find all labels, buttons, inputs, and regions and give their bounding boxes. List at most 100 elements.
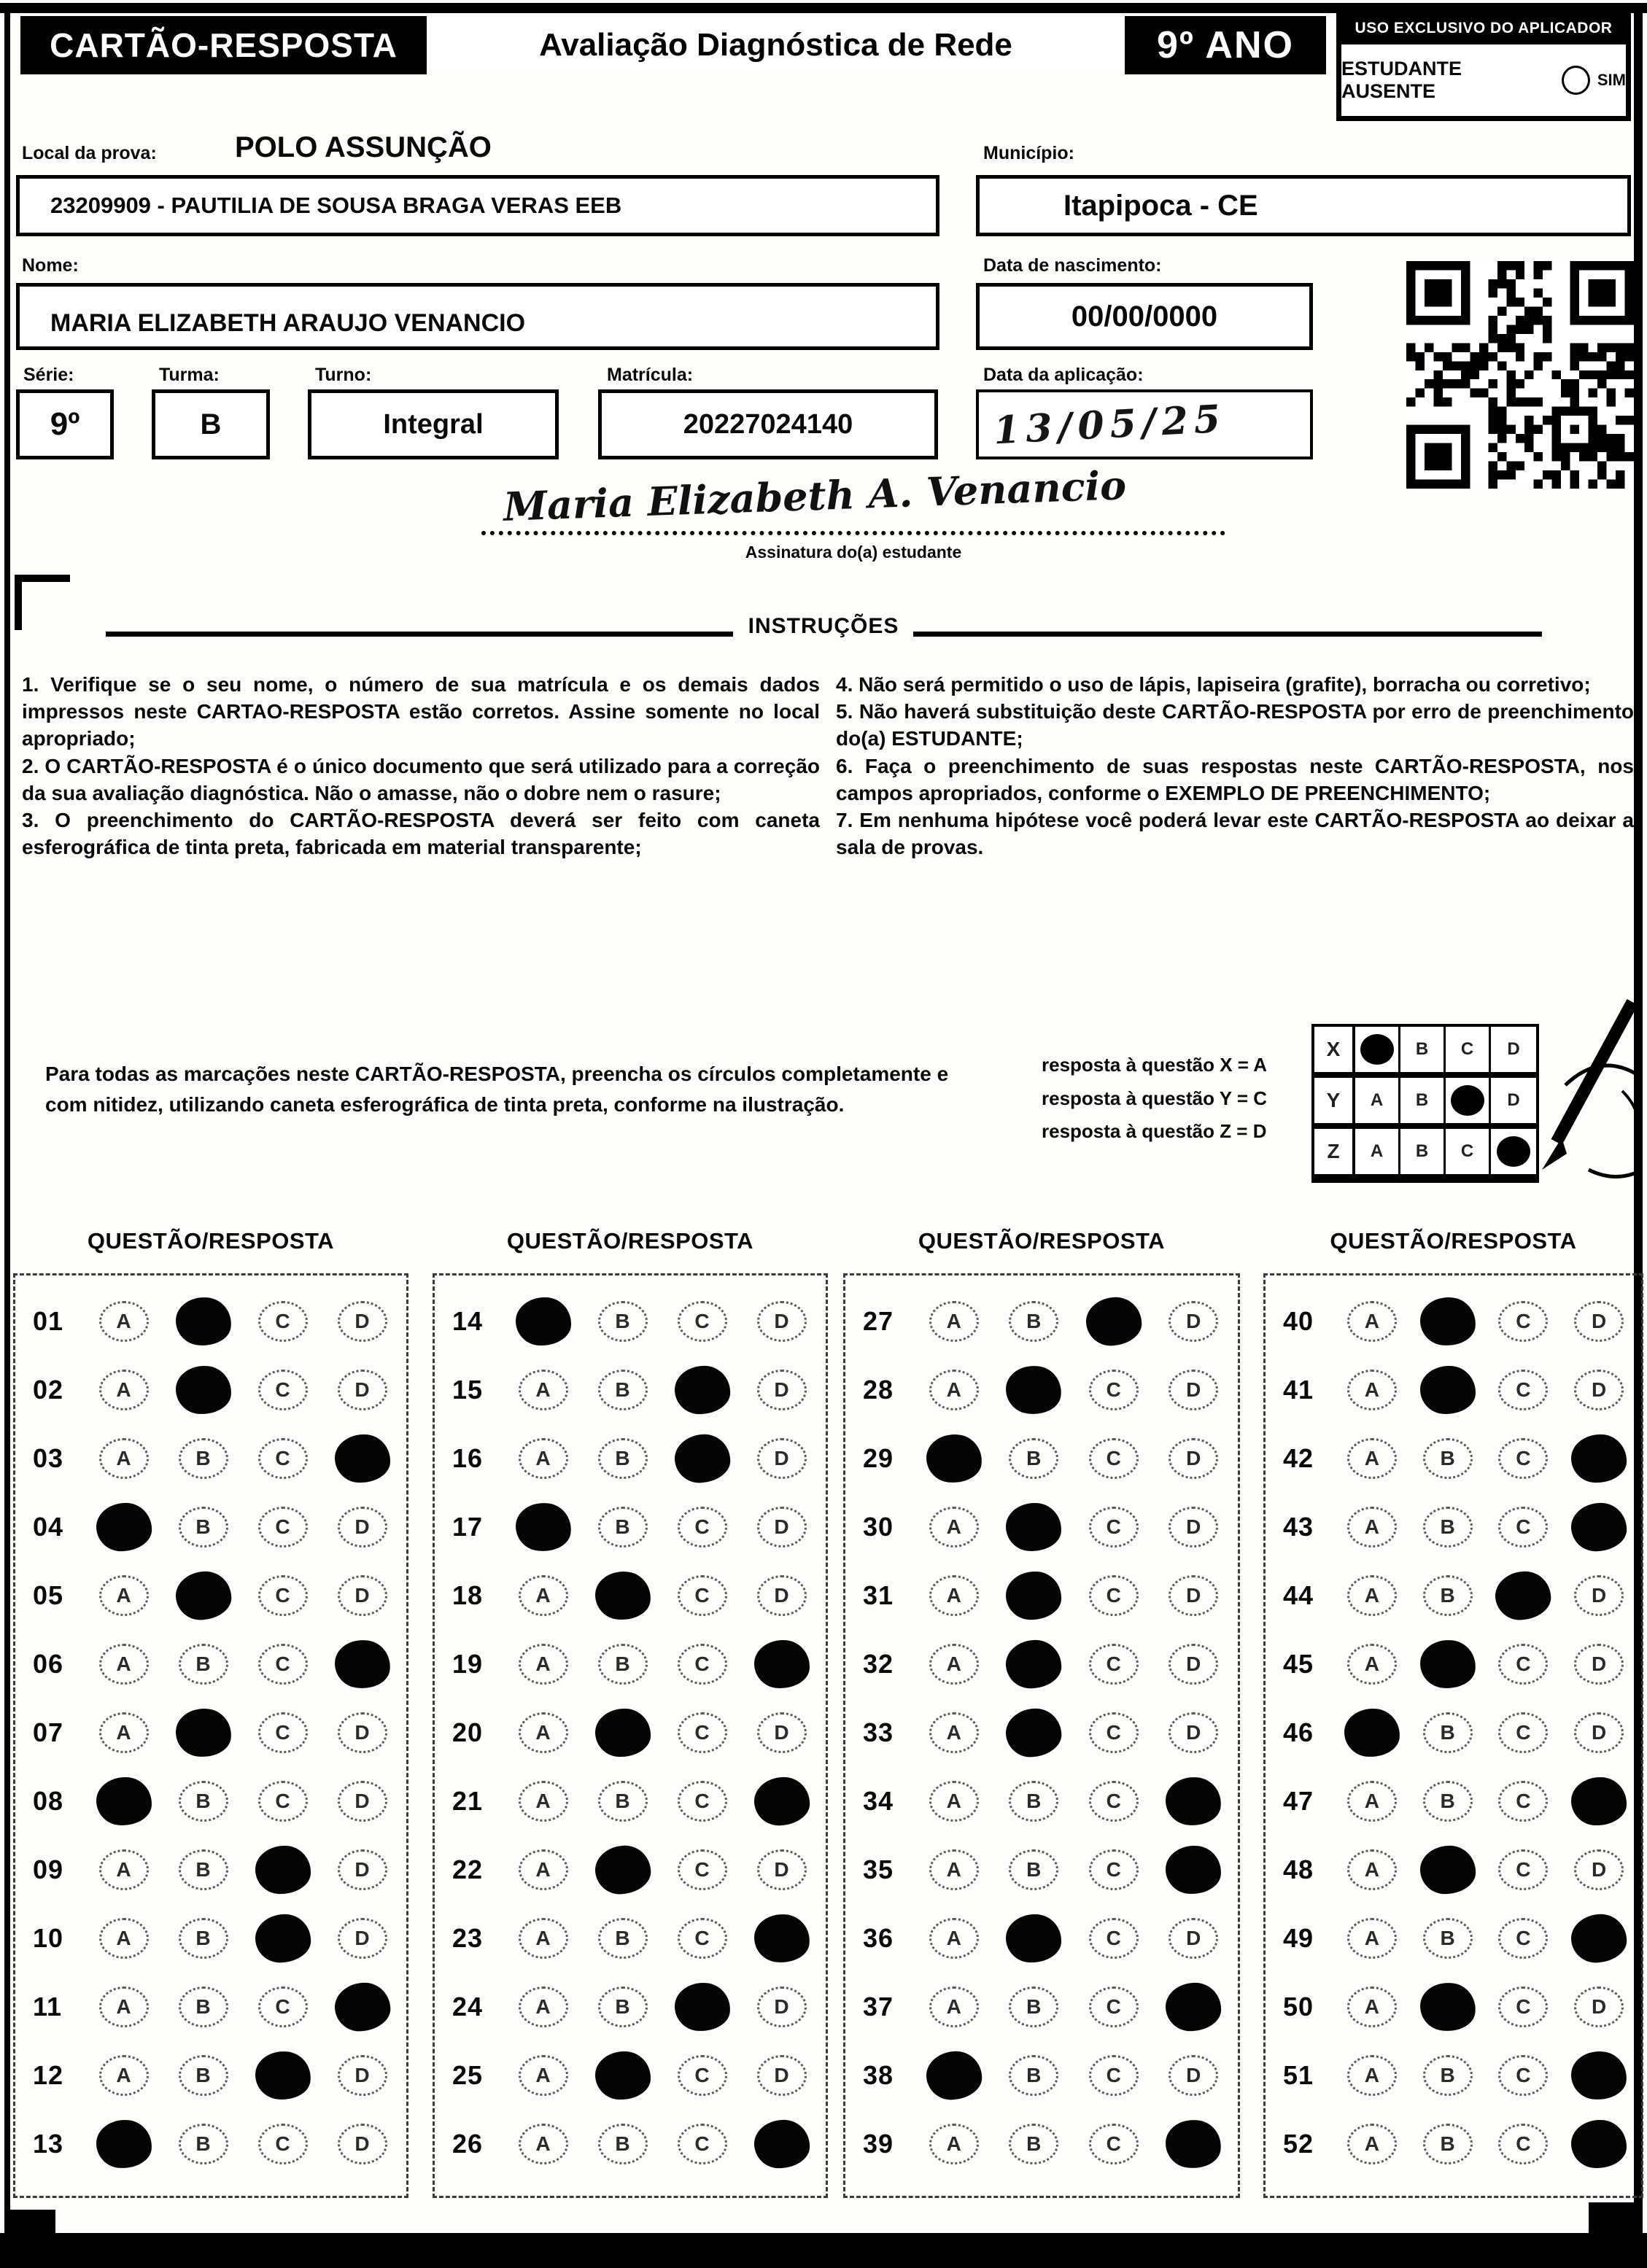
bubble-37-A[interactable]: A [929,1987,979,2027]
bubble-43-D[interactable] [1570,1502,1628,1553]
bubble-14-D[interactable]: D [756,1301,807,1342]
bubble-08-B[interactable]: B [178,1781,228,1822]
bubble-36-D[interactable]: D [1169,1918,1219,1959]
bubble-08-D[interactable]: D [337,1781,387,1822]
bubble-22-C[interactable]: C [677,1849,727,1890]
bubble-28-C[interactable]: C [1088,1370,1139,1410]
bubble-40-D[interactable]: D [1574,1301,1624,1342]
bubble-16-B[interactable]: B [597,1438,648,1479]
bubble-21-B[interactable]: B [597,1781,648,1822]
bubble-29-C[interactable]: C [1088,1438,1139,1479]
bubble-12-D[interactable]: D [337,2055,387,2096]
bubble-33-D[interactable]: D [1169,1712,1219,1753]
bubble-05-A[interactable]: A [98,1575,149,1616]
bubble-51-D[interactable] [1570,2050,1628,2101]
bubble-21-D[interactable] [752,1776,811,1827]
bubble-02-C[interactable]: C [257,1370,308,1410]
bubble-14-A[interactable] [515,1297,571,1345]
bubble-31-B[interactable] [1005,1571,1062,1620]
bubble-29-D[interactable]: D [1169,1438,1219,1479]
bubble-02-A[interactable]: A [98,1370,149,1410]
bubble-11-C[interactable]: C [257,1987,308,2027]
bubble-40-B[interactable] [1418,1296,1477,1347]
bubble-01-C[interactable]: C [257,1301,308,1342]
bubble-43-B[interactable]: B [1422,1507,1473,1547]
bubble-45-C[interactable]: C [1498,1644,1549,1685]
bubble-46-B[interactable]: B [1422,1712,1473,1753]
bubble-17-D[interactable]: D [756,1507,807,1547]
bubble-39-B[interactable]: B [1009,2124,1059,2164]
bubble-42-B[interactable]: B [1422,1438,1473,1479]
bubble-18-B[interactable] [593,1570,652,1621]
bubble-30-D[interactable]: D [1169,1507,1219,1547]
bubble-19-A[interactable]: A [518,1644,568,1685]
bubble-35-B[interactable]: B [1009,1849,1059,1890]
bubble-48-B[interactable] [1419,1844,1476,1895]
bubble-28-D[interactable]: D [1169,1370,1219,1410]
bubble-13-C[interactable]: C [257,2124,308,2164]
bubble-34-A[interactable]: A [929,1781,979,1822]
bubble-38-C[interactable]: C [1088,2055,1139,2096]
bubble-04-A[interactable] [95,1502,152,1553]
bubble-48-A[interactable]: A [1346,1849,1397,1890]
bubble-30-A[interactable]: A [929,1507,979,1547]
bubble-33-B[interactable] [1004,1706,1063,1760]
bubble-20-A[interactable]: A [518,1712,568,1753]
bubble-36-B[interactable] [1006,1914,1062,1962]
bubble-24-A[interactable]: A [518,1987,568,2027]
bubble-31-D[interactable]: D [1169,1575,1219,1616]
bubble-02-B[interactable] [174,1364,232,1415]
bubble-30-C[interactable]: C [1088,1507,1139,1547]
bubble-04-C[interactable]: C [257,1507,308,1547]
bubble-20-B[interactable] [594,1708,651,1758]
bubble-44-A[interactable]: A [1346,1575,1397,1616]
bubble-27-D[interactable]: D [1169,1301,1219,1342]
bubble-31-C[interactable]: C [1088,1575,1139,1616]
bubble-22-B[interactable] [592,1843,653,1897]
bubble-07-B[interactable] [174,1707,233,1758]
bubble-05-C[interactable]: C [257,1575,308,1616]
bubble-06-A[interactable]: A [98,1644,149,1685]
bubble-23-A[interactable]: A [518,1918,568,1959]
bubble-30-B[interactable] [1005,1502,1062,1552]
bubble-29-A[interactable] [925,1433,983,1484]
bubble-12-A[interactable]: A [98,2055,149,2096]
bubble-39-D[interactable] [1163,2117,1223,2171]
bubble-17-C[interactable]: C [677,1507,727,1547]
bubble-47-A[interactable]: A [1346,1781,1397,1822]
bubble-50-B[interactable] [1417,1980,1478,2034]
bubble-15-C[interactable] [673,1364,731,1415]
bubble-15-D[interactable]: D [756,1370,807,1410]
bubble-28-A[interactable]: A [929,1370,979,1410]
bubble-48-C[interactable]: C [1498,1849,1549,1890]
bubble-49-A[interactable]: A [1346,1918,1397,1959]
bubble-22-D[interactable]: D [756,1849,807,1890]
bubble-14-B[interactable]: B [597,1301,648,1342]
bubble-52-D[interactable] [1570,2119,1627,2169]
bubble-38-A[interactable] [924,2049,983,2102]
bubble-49-D[interactable] [1569,1912,1629,1965]
bubble-41-C[interactable]: C [1498,1370,1549,1410]
bubble-36-C[interactable]: C [1088,1918,1139,1959]
bubble-28-B[interactable] [1004,1363,1063,1417]
bubble-25-A[interactable]: A [518,2055,568,2096]
bubble-52-A[interactable]: A [1346,2124,1397,2164]
bubble-37-D[interactable] [1165,1981,1222,2032]
bubble-03-C[interactable]: C [257,1438,308,1479]
bubble-10-B[interactable]: B [178,1918,228,1959]
bubble-44-D[interactable]: D [1574,1575,1624,1616]
bubble-23-C[interactable]: C [677,1918,727,1959]
bubble-01-A[interactable]: A [98,1301,149,1342]
bubble-33-C[interactable]: C [1088,1712,1139,1753]
bubble-52-B[interactable]: B [1422,2124,1473,2164]
bubble-39-A[interactable]: A [929,2124,979,2164]
bubble-27-B[interactable]: B [1009,1301,1059,1342]
bubble-08-C[interactable]: C [257,1781,308,1822]
bubble-13-B[interactable]: B [178,2124,228,2164]
bubble-19-B[interactable]: B [597,1644,648,1685]
bubble-43-C[interactable]: C [1498,1507,1549,1547]
bubble-41-A[interactable]: A [1346,1370,1397,1410]
bubble-50-A[interactable]: A [1346,1987,1397,2027]
bubble-21-A[interactable]: A [518,1781,568,1822]
assinatura-line[interactable] [481,496,1225,535]
